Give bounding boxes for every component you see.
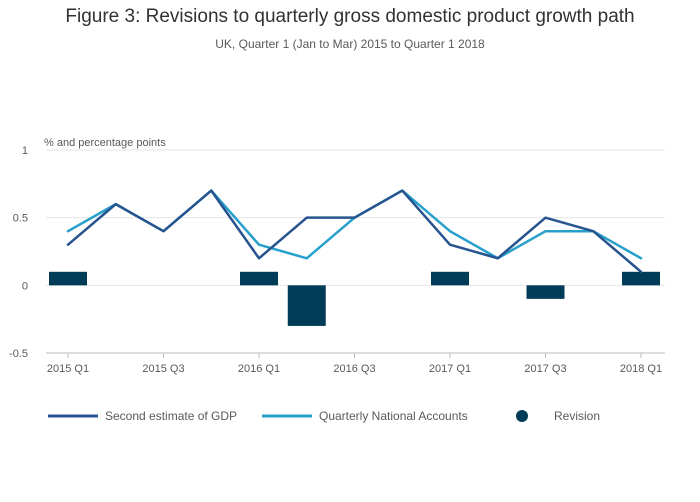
revision-bar <box>287 285 326 326</box>
chart-title: Figure 3: Revisions to quarterly gross d… <box>65 6 635 27</box>
y-axis-label: % and percentage points <box>44 137 166 149</box>
x-tick-label: 2017 Q1 <box>429 363 471 375</box>
legend-item-qna: Quarterly National Accounts <box>262 409 468 423</box>
x-tick-label: 2016 Q1 <box>238 363 280 375</box>
x-tick-label: 2018 Q1 <box>620 363 662 375</box>
revision-bar <box>431 271 469 286</box>
legend-label: Revision <box>554 409 600 423</box>
x-tick-label: 2017 Q3 <box>524 363 566 375</box>
legend-label: Quarterly National Accounts <box>319 409 468 423</box>
x-tick-label: 2015 Q1 <box>47 363 89 375</box>
series-line-second-estimate <box>66 189 643 274</box>
y-tick-label: 0 <box>22 280 28 292</box>
y-tick-label: 0.5 <box>13 213 28 225</box>
y-tick-label: -0.5 <box>9 348 28 360</box>
chart-subtitle: UK, Quarter 1 (Jan to Mar) 2015 to Quart… <box>215 37 485 51</box>
x-tick-label: 2015 Q3 <box>142 363 184 375</box>
revision-bar <box>526 285 565 299</box>
revision-bar <box>622 271 660 286</box>
x-tick-label: 2016 Q3 <box>333 363 375 375</box>
revision-bar <box>240 271 278 286</box>
legend-item-revision: Revision <box>516 409 600 423</box>
legend-item-second-estimate: Second estimate of GDP <box>48 409 237 423</box>
legend-swatch <box>516 410 528 422</box>
legend-label: Second estimate of GDP <box>105 409 237 423</box>
revision-bar <box>49 271 87 286</box>
y-tick-label: 1 <box>22 145 28 157</box>
